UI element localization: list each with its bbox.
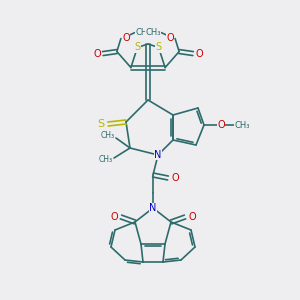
- Text: O: O: [188, 212, 196, 222]
- Text: O: O: [171, 173, 179, 183]
- Text: S: S: [134, 42, 140, 52]
- Text: O: O: [166, 33, 174, 43]
- Text: CH₃: CH₃: [234, 121, 250, 130]
- Text: O: O: [195, 49, 203, 58]
- Text: O: O: [93, 49, 101, 58]
- Text: O: O: [110, 212, 118, 222]
- Text: S: S: [155, 42, 162, 52]
- Text: N: N: [154, 150, 162, 160]
- Text: CH₃: CH₃: [101, 131, 115, 140]
- Text: CH₃: CH₃: [135, 28, 151, 37]
- Text: O: O: [122, 33, 130, 43]
- Text: N: N: [149, 203, 157, 213]
- Text: CH₃: CH₃: [146, 28, 161, 37]
- Text: O: O: [217, 120, 225, 130]
- Text: CH₃: CH₃: [99, 155, 113, 164]
- Text: S: S: [98, 119, 105, 129]
